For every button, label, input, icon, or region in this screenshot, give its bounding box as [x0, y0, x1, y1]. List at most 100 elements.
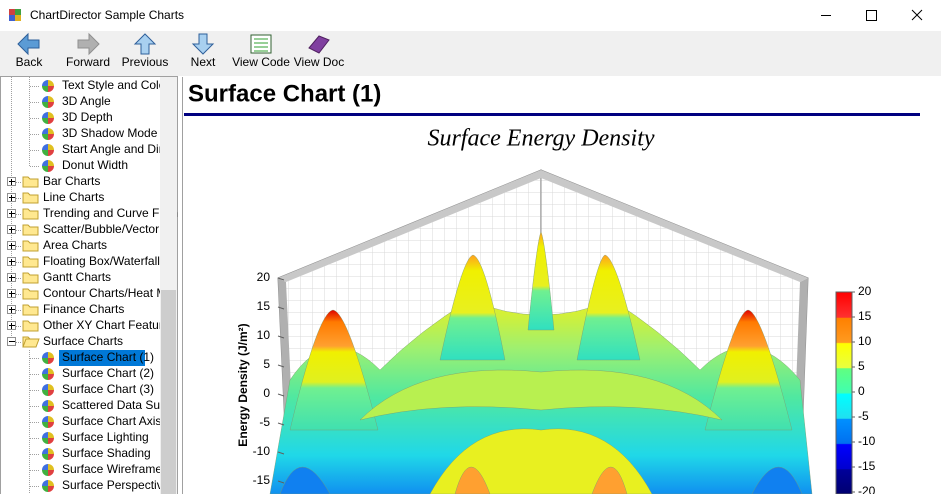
- z-tick-label: -15: [253, 473, 271, 487]
- folder-icon: [22, 256, 39, 268]
- tree-item[interactable]: Donut Width: [30, 158, 128, 172]
- previous-icon: [133, 33, 157, 55]
- tree-item[interactable]: Scatter/Bubble/Vector C: [7, 222, 172, 236]
- chart-icon: [42, 134, 48, 140]
- chart-icon: [42, 358, 48, 364]
- chart-icon: [42, 144, 48, 150]
- legend-tick-label: 5: [858, 359, 865, 373]
- chart-icon: [48, 390, 54, 396]
- chart-icon: [42, 480, 48, 486]
- tree-label: Start Angle and Direc: [62, 142, 175, 156]
- tree-label: Other XY Chart Features: [43, 318, 176, 332]
- chart-icon: [48, 166, 54, 172]
- z-tick-label: 5: [263, 357, 270, 371]
- maximize-button[interactable]: [866, 10, 877, 21]
- chart-icon: [42, 384, 48, 390]
- toolbar-button[interactable]: Next: [191, 33, 216, 69]
- chart-icon: [42, 390, 48, 396]
- z-tick-label: 20: [257, 270, 271, 284]
- selection-highlight: [59, 350, 145, 366]
- tree-item[interactable]: Scattered Data Surfa: [30, 398, 174, 412]
- toolbar-button[interactable]: View Code: [232, 34, 290, 69]
- toolbar: [0, 31, 941, 76]
- chart-icon: [48, 432, 54, 438]
- tree-item[interactable]: Line Charts: [7, 190, 105, 204]
- tree-item[interactable]: Other XY Chart Features: [7, 318, 176, 332]
- tree-label: Surface Chart (2): [62, 366, 154, 380]
- chart-icon: [48, 352, 54, 358]
- tree-label: Surface Chart (3): [62, 382, 154, 396]
- tree-item[interactable]: Surface Wireframe: [30, 462, 162, 476]
- chart-icon: [42, 150, 48, 156]
- tree-item[interactable]: Contour Charts/Heat Ma: [7, 286, 174, 300]
- tree-item[interactable]: Trending and Curve Fittin: [7, 206, 178, 220]
- chart-icon: [42, 454, 48, 460]
- tree-item[interactable]: Text Style and Colors: [30, 78, 175, 92]
- chart-icon: [48, 128, 54, 134]
- z-tick: [277, 451, 285, 455]
- tree-item[interactable]: Surface Shading: [30, 446, 151, 460]
- chart-icon: [42, 86, 48, 92]
- chart-icon: [48, 454, 54, 460]
- tree-item[interactable]: Surface Perspective: [30, 478, 170, 492]
- chart-icon: [42, 96, 48, 102]
- chart-icon: [48, 160, 54, 166]
- close-button[interactable]: [911, 9, 923, 21]
- chart-icon: [48, 384, 54, 390]
- legend-tick-label: 15: [858, 309, 872, 323]
- toolbar-button[interactable]: Forward: [66, 32, 110, 69]
- toolbar-label: Back: [16, 55, 44, 69]
- chart-icon: [48, 368, 54, 374]
- folder-icon: [22, 304, 39, 316]
- scrollbar-thumb[interactable]: [161, 290, 176, 494]
- toolbar-label: View Doc: [294, 55, 344, 69]
- chart-icon: [42, 406, 48, 412]
- z-tick-label: -5: [259, 415, 270, 429]
- tree-item[interactable]: Surface Charts: [7, 334, 124, 348]
- tree-label: Surface Charts: [43, 334, 123, 348]
- tree-label: Trending and Curve Fittin: [43, 206, 178, 220]
- z-tick: [277, 306, 285, 310]
- tree-item[interactable]: Surface Chart (3): [30, 382, 154, 396]
- tree-item[interactable]: 3D Angle: [30, 94, 111, 108]
- tree-item[interactable]: 3D Shadow Mode: [30, 126, 158, 140]
- app-icon: [9, 9, 21, 21]
- folder-icon: [22, 176, 39, 188]
- z-tick-label: 10: [257, 328, 271, 342]
- chart-icon: [42, 438, 48, 444]
- tree-item[interactable]: Surface Lighting: [30, 430, 149, 444]
- folder-icon: [22, 192, 39, 204]
- z-tick: [277, 364, 285, 368]
- tree-item[interactable]: Surface Chart (2): [30, 366, 154, 380]
- tree-label: Surface Chart (1): [62, 350, 154, 364]
- tree-item[interactable]: Start Angle and Direc: [30, 142, 175, 156]
- tree-item[interactable]: Surface Chart Axis T: [30, 414, 172, 428]
- toolbar-button[interactable]: View Doc: [294, 35, 344, 69]
- tree-item[interactable]: Bar Charts: [7, 174, 101, 188]
- toolbar-label: View Code: [232, 55, 290, 69]
- folder-icon: [22, 208, 39, 220]
- tree-item[interactable]: Finance Charts: [7, 302, 125, 316]
- toolbar-button[interactable]: Back: [16, 32, 44, 69]
- tree-view: [0, 76, 182, 494]
- z-tick: [277, 277, 285, 281]
- toolbar-button[interactable]: Previous: [122, 33, 169, 69]
- tree-label: Text Style and Colors: [62, 78, 175, 92]
- tree-item[interactable]: 3D Depth: [30, 110, 113, 124]
- legend-tick-label: -5: [858, 409, 869, 423]
- tree-item[interactable]: Area Charts: [7, 238, 108, 252]
- tree-label: Scattered Data Surfa: [62, 398, 174, 412]
- folder-icon: [22, 224, 39, 236]
- toolbar-label: Previous: [122, 55, 169, 69]
- chart-icon: [48, 464, 54, 470]
- chart-icon: [42, 486, 48, 492]
- chart-icon: [48, 400, 54, 406]
- tree-label: Surface Wireframe: [62, 462, 162, 476]
- tree-item[interactable]: Gantt Charts: [7, 270, 112, 284]
- tree-item[interactable]: Surface Chart (1): [30, 350, 154, 366]
- tree-label: Floating Box/Waterfall Cl: [43, 254, 175, 268]
- tree-item[interactable]: Floating Box/Waterfall Cl: [7, 254, 175, 268]
- folder-icon: [22, 240, 39, 252]
- tree-label: Donut Width: [62, 158, 128, 172]
